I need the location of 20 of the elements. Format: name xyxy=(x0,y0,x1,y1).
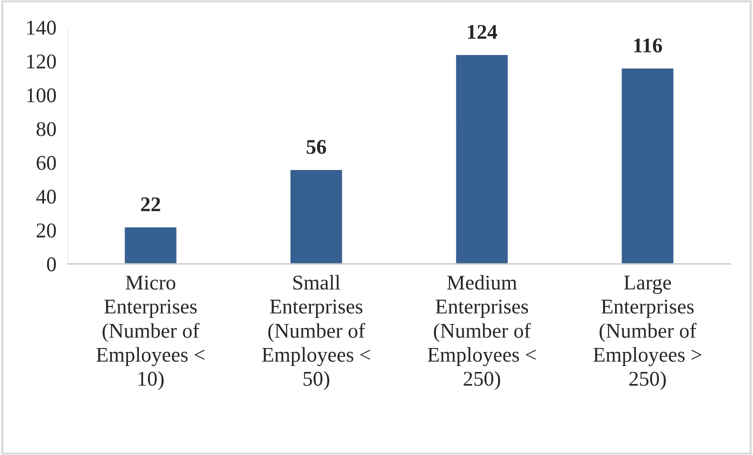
bar xyxy=(123,226,178,264)
y-tick-label: 0 xyxy=(47,257,56,272)
y-tick-label: 60 xyxy=(36,156,56,170)
data-label: 116 xyxy=(634,38,662,53)
y-tick-label: 80 xyxy=(36,122,56,136)
y-tick-label: 20 xyxy=(36,223,56,238)
y-tick-label: 140 xyxy=(27,20,56,35)
x-tick-label: Small Enterprises (Number of Employees < 50) xyxy=(262,275,370,390)
bar xyxy=(620,67,675,264)
bar xyxy=(454,54,510,264)
x-tick-label: Medium Enterprises (Number of Employees < 250) xyxy=(428,275,536,390)
data-label: 124 xyxy=(468,24,498,39)
data-label: 22 xyxy=(141,197,160,212)
x-tick-label: Large Enterprises (Number of Employees > 250) xyxy=(593,276,702,390)
x-tick-label: Micro Enterprises (Number of Employees < 10) xyxy=(96,276,204,390)
y-tick-label: 120 xyxy=(27,54,56,69)
data-label: 56 xyxy=(306,140,326,154)
y-tick-label: 100 xyxy=(27,88,56,102)
y-tick-label: 40 xyxy=(36,190,56,204)
bar xyxy=(289,168,344,264)
